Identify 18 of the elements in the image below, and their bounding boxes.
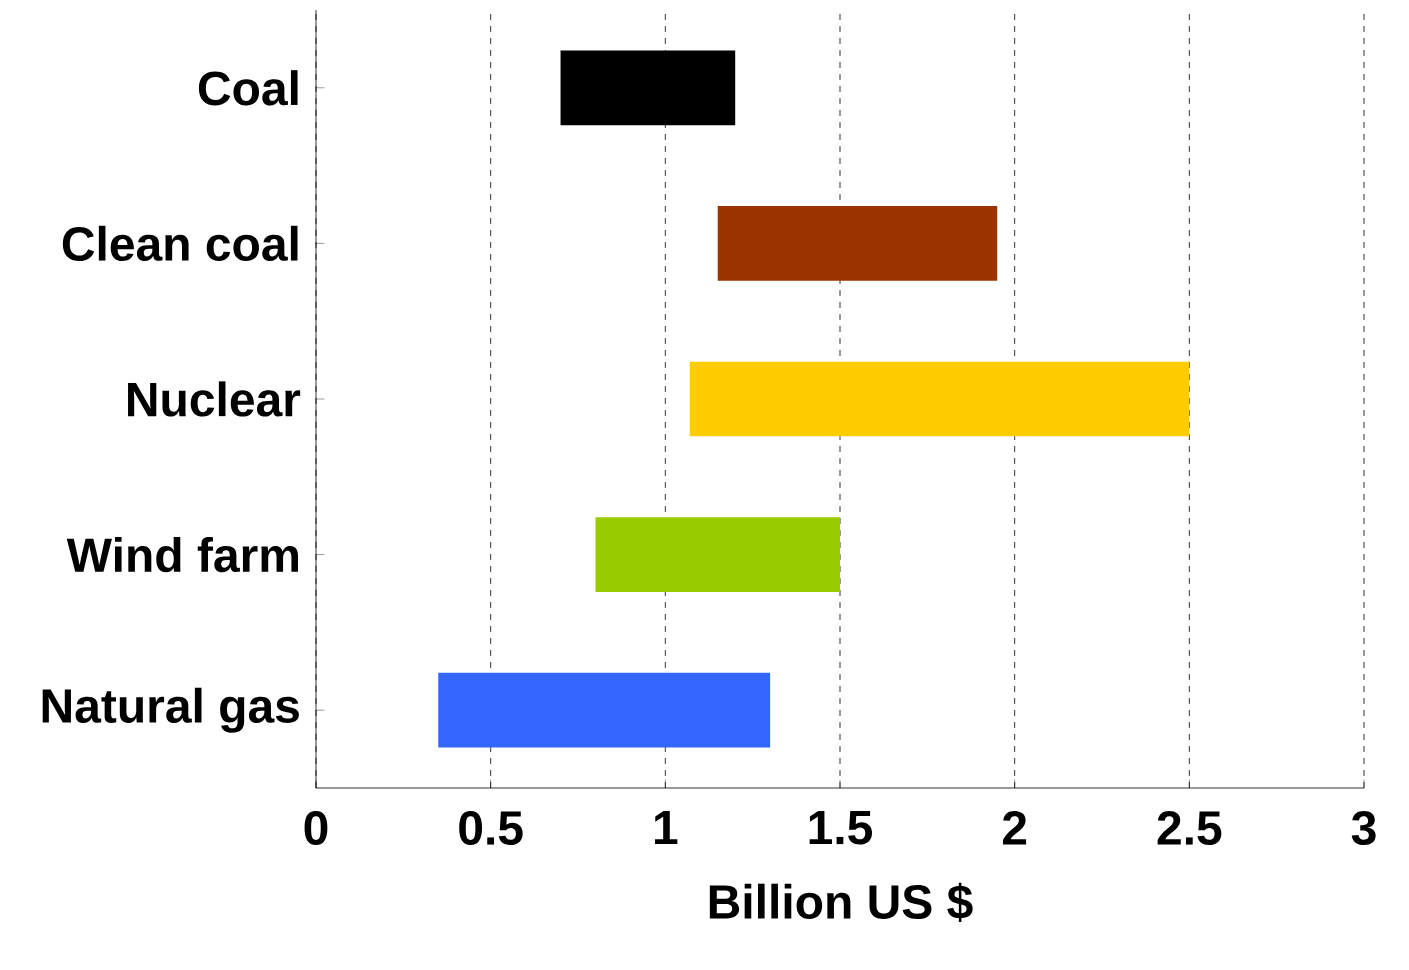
y-tick-label: Natural gas <box>42 687 299 733</box>
x-tick-label: 2.5 <box>1157 811 1222 846</box>
x-axis-title: Billion US $ <box>709 882 973 923</box>
y-tick-label: Coal <box>198 70 298 106</box>
bar <box>438 672 771 748</box>
x-tick-label: 0 <box>304 811 328 846</box>
x-tick-label: 1.5 <box>809 811 873 845</box>
y-tick-label: Wind farm <box>66 536 298 573</box>
x-tick-label: 3 <box>1351 811 1376 846</box>
bar <box>689 361 1190 437</box>
x-tick-label: 1 <box>655 811 678 845</box>
x-tick-label: 2 <box>1002 811 1027 845</box>
bar <box>560 50 736 126</box>
bar <box>717 206 998 281</box>
y-tick-label: Nuclear <box>128 381 301 417</box>
y-tick-label: Clean coal <box>62 225 298 262</box>
x-tick-label: 0.5 <box>459 811 523 846</box>
bar <box>595 517 840 592</box>
